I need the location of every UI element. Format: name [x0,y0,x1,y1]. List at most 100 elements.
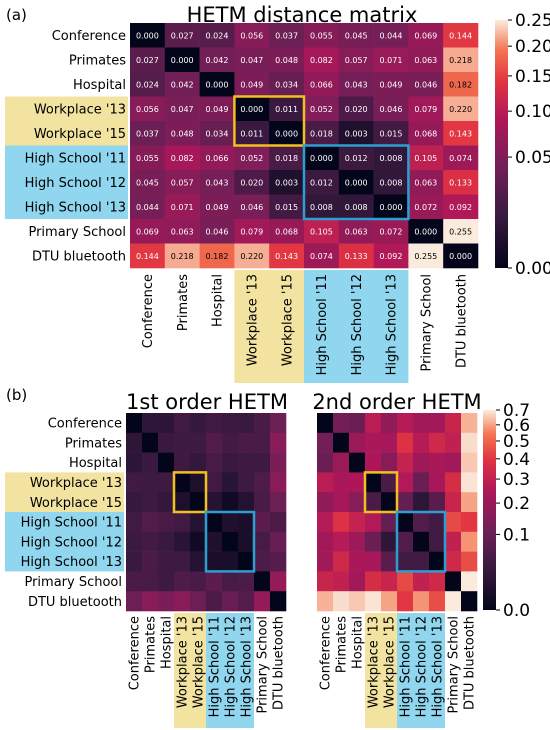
heatmap-cell [333,531,350,552]
col-tick-label: Workplace '15 [383,616,398,708]
heatmap-cell [338,72,374,97]
heatmap-cell [164,23,200,48]
colorbar-b-gradient [483,410,496,610]
cell-value-label: 0.046 [414,80,437,89]
heatmap-cell [429,591,446,612]
heatmap-cell [234,243,270,269]
heatmap-cell [373,72,409,97]
cell-value-label: 0.000 [136,31,159,40]
heatmap-cell [269,72,305,97]
heatmap-cell [443,194,479,220]
heatmap-cell [408,23,444,48]
heatmap-cell [338,23,374,48]
heatmap-cell [238,432,255,453]
heatmap-cell [373,219,409,244]
heatmap-b-row-labels: Conference Primates Hospital Workplace '13 W… [21,417,123,610]
heatmap-cell [234,170,270,195]
heatmap-cell [397,452,414,473]
col-tick-label: DTU bluetooth [272,616,287,710]
cell-value-label: 0.024 [206,31,229,40]
heatmap-cell [254,432,271,453]
cell-value-label: 0.069 [136,227,159,236]
heatmap-cell [234,23,270,48]
cell-value-label: 0.063 [414,56,437,65]
heatmap-cell [126,413,143,434]
heatmap-cell [443,145,479,171]
cell-value-label: 0.218 [171,252,194,261]
col-tick-label: Primates [176,274,191,331]
colorbar-a-ticks: 0.00 0.05 0.10 0.15 0.20 0.25 [508,11,550,279]
heatmap-cell [270,571,287,592]
col-tick-label: Workplace '15 [192,616,207,708]
heatmap-cell [164,170,200,195]
col-tick-label: Primary School [419,274,434,372]
heatmap-cell [349,413,366,434]
cell-value-label: 0.044 [380,31,403,40]
heatmap-cell [349,452,366,473]
heatmap-cell [304,243,340,269]
heatmap-cell [413,492,430,513]
highschool-row-highlight [5,512,124,572]
cell-value-label: 0.048 [171,129,194,138]
cell-value-label: 0.047 [171,105,194,114]
cell-value-label: 0.079 [240,227,263,236]
cell-value-label: 0.000 [310,154,333,163]
heatmap-cell [317,531,334,552]
heatmap-cell [443,72,479,97]
heatmap-cell [199,194,235,220]
heatmap-cell [429,413,446,434]
heatmap-cell [365,413,382,434]
heatmap-cell [365,531,382,552]
cell-value-label: 0.003 [345,129,368,138]
cell-value-label: 0.220 [449,105,472,114]
cell-value-label: 0.042 [206,56,229,65]
heatmap-cell [413,591,430,612]
col-tick-label: High School '13 [240,616,255,717]
cell-value-label: 0.000 [240,105,263,114]
heatmap-cell [206,472,223,493]
cell-value-label: 0.012 [310,178,333,187]
cell-value-label: 0.000 [345,178,368,187]
heatmap-cell [373,170,409,195]
heatmap-cell [164,96,200,122]
heatmap-cell [381,472,398,493]
heatmap-cell [443,243,479,269]
heatmap-cell [413,512,430,533]
highschool-col-highlight [304,270,409,383]
heatmap-cell [445,571,462,592]
col-tick-label: Primates [144,616,159,673]
heatmap-cell [397,591,414,612]
heatmap-cell [317,571,334,592]
heatmap-cell [126,452,143,473]
heatmap-cell [270,452,287,473]
heatmap-cell [413,571,430,592]
panel-a-label: (a) [6,6,27,24]
cell-value-label: 0.072 [414,203,437,212]
highschool-col-highlight [206,613,254,728]
heatmap-cell [304,96,340,122]
heatmap-cell [126,531,143,552]
workplace-row-highlight [5,96,128,146]
row-tick-label: DTU bluetooth [32,249,126,264]
heatmap-cell [126,432,143,453]
heatmap-cell [338,121,374,146]
heatmap-cell [429,432,446,453]
cell-value-label: 0.255 [414,252,437,261]
heatmap-cell [269,47,305,73]
heatmap-cell [234,47,270,73]
colorbar-tick-label: 0.1 [503,525,530,545]
heatmap-b-boxes [172,471,447,573]
heatmap-cell [126,571,143,592]
heatmap-cell [238,413,255,434]
heatmap-cell [338,243,374,269]
cell-value-label: 0.008 [310,203,333,212]
heatmap-cell [443,96,479,122]
row-tick-label: High School '13 [25,200,126,215]
row-tick-label: Primary School [24,575,122,590]
row-tick-label: Workplace '13 [30,476,122,491]
cell-value-label: 0.056 [240,31,263,40]
colorbar-tick-label: 0.00 [515,259,550,279]
heatmap-cell [365,512,382,533]
cell-value-label: 0.071 [380,56,403,65]
heatmap-cell [443,170,479,195]
